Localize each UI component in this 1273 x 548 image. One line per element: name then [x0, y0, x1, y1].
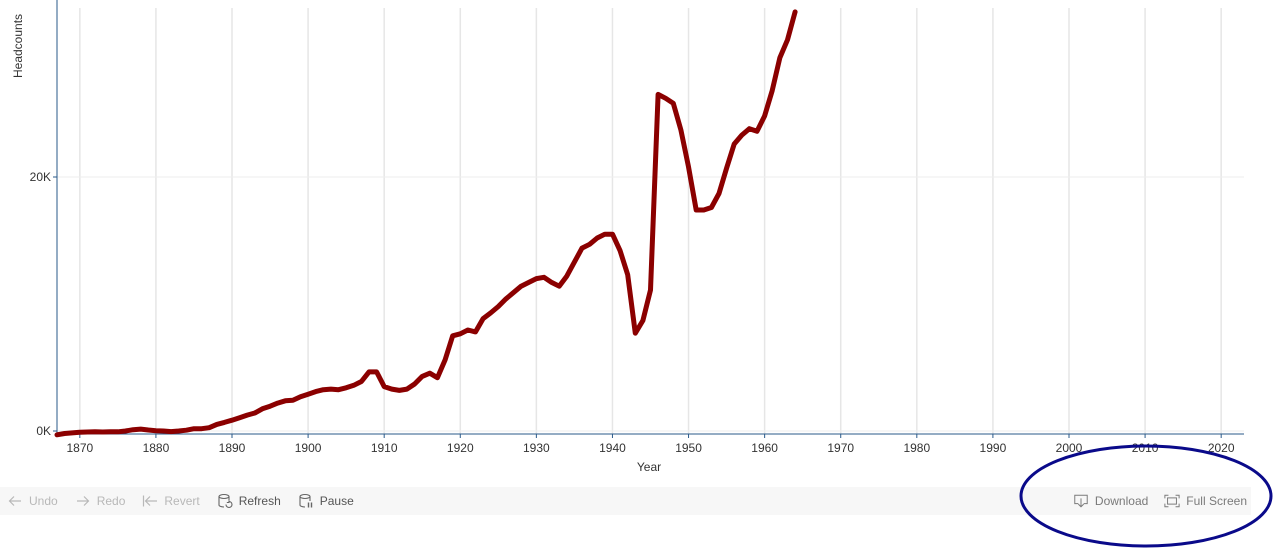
revert-button[interactable]: Revert	[142, 493, 200, 509]
x-axis-ticks: 1870 1880 1890 1900 1910 1920 1930 1940 1950 1960…	[66, 434, 1235, 455]
x-tick-label: 1880	[143, 441, 170, 455]
download-icon	[1073, 493, 1089, 509]
undo-button[interactable]: Undo	[7, 493, 58, 509]
toolbar: Undo Redo Revert Refresh Pause Download	[0, 487, 1251, 515]
refresh-data-icon	[217, 493, 233, 509]
y-tick-label: 0K	[36, 424, 51, 438]
x-tick-label: 1920	[447, 441, 474, 455]
pause-button[interactable]: Pause	[298, 493, 354, 509]
refresh-button[interactable]: Refresh	[217, 493, 281, 509]
x-tick-label: 1870	[66, 441, 93, 455]
revert-icon	[142, 493, 158, 509]
download-label: Download	[1094, 494, 1149, 508]
x-tick-label: 1890	[219, 441, 246, 455]
x-tick-label: 1990	[980, 441, 1007, 455]
grid	[57, 8, 1244, 434]
pause-data-icon	[298, 493, 314, 509]
x-tick-label: 2020	[1208, 441, 1235, 455]
x-tick-label: 1980	[903, 441, 930, 455]
x-tick-label: 1930	[523, 441, 550, 455]
full-screen-button[interactable]: Full Screen	[1164, 493, 1247, 509]
refresh-label: Refresh	[238, 494, 281, 508]
x-tick-label: 1910	[371, 441, 398, 455]
arrow-right-icon	[75, 493, 91, 509]
x-axis-title: Year	[637, 460, 661, 474]
x-tick-label: 1940	[599, 441, 626, 455]
series-layer	[54, 9, 798, 438]
y-axis-title: Headcounts	[11, 14, 25, 78]
x-tick-label: 2010	[1132, 441, 1159, 455]
full-screen-icon	[1164, 493, 1180, 509]
x-tick-label: 2000	[1056, 441, 1083, 455]
pause-label: Pause	[319, 494, 354, 508]
x-tick-label: 1900	[295, 441, 322, 455]
x-tick-label: 1950	[675, 441, 702, 455]
toolbar-right-group: Download Full Screen	[1061, 493, 1251, 509]
revert-label: Revert	[164, 494, 200, 508]
y-tick-label: 20K	[30, 170, 51, 184]
arrow-left-icon	[7, 493, 23, 509]
full-screen-label: Full Screen	[1186, 494, 1247, 508]
y-axis-ticks: 0K 20K	[30, 170, 57, 438]
series-line	[54, 9, 798, 438]
x-tick-label: 1960	[751, 441, 778, 455]
redo-label: Redo	[96, 494, 126, 508]
redo-button[interactable]: Redo	[75, 493, 126, 509]
download-button[interactable]: Download	[1073, 493, 1148, 509]
undo-label: Undo	[29, 494, 58, 508]
x-tick-label: 1970	[827, 441, 854, 455]
